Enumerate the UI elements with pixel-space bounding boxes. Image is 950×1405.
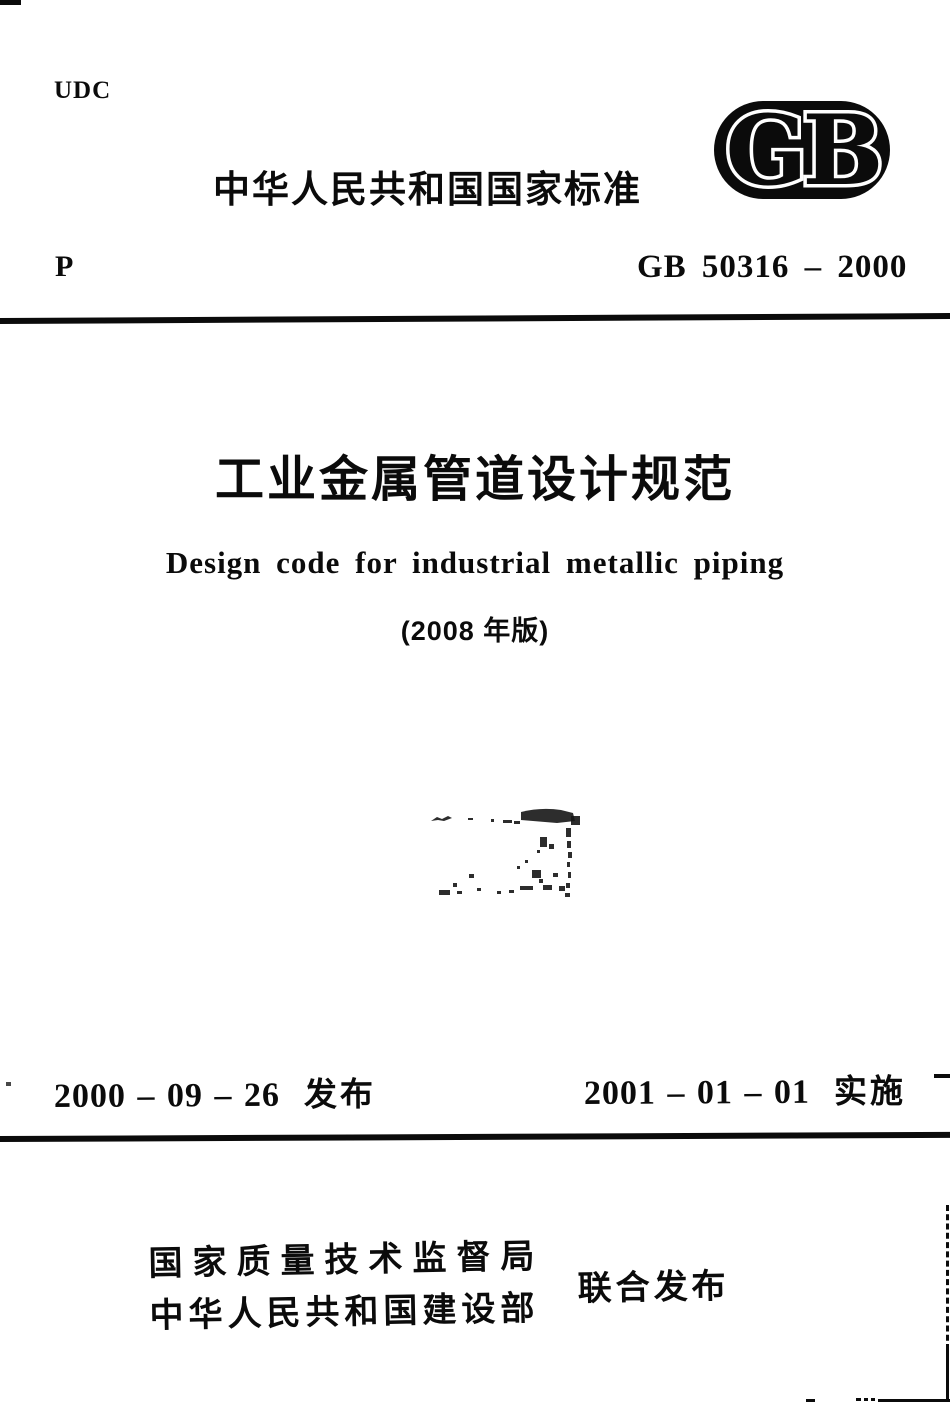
stamp-mark [431,808,580,897]
issue-label: 发布 [303,1075,376,1113]
classification-label: P [55,250,74,283]
effective-label: 实施 [833,1072,906,1110]
header-rule [0,313,950,324]
edition-label: (2008 年版) [400,616,550,646]
issue-date: 2000 – 09 – 26 [53,1076,280,1115]
udc-label: UDC [54,77,112,104]
scan-artifact-left-speck [6,1082,11,1086]
publisher-line-1: 国家质量技术监督局 [148,1237,545,1284]
scan-artifact-right-dashed-line [946,1205,949,1350]
scan-artifact-top-left [0,0,21,5]
footer-rule [0,1131,950,1142]
national-standard-heading: 中华人民共和国国家标准 [213,169,642,210]
scan-artifact-bottom-dash [856,1398,861,1401]
title-english: Design code for industrial metallic pipi… [165,545,785,580]
gb-logo-text: GB [725,97,878,203]
publisher-block: 国家质量技术监督局 中华人民共和国建设部 [148,1230,546,1342]
scan-artifact-right-line [946,1348,949,1402]
effective-date-row: 2001 – 01 – 01 实施 [584,1064,906,1114]
joint-publish-label: 联合发布 [577,1267,730,1309]
gb-logo-icon: GB [714,97,890,203]
scan-artifact-bottom-dash [871,1398,875,1401]
scan-artifact-right-tick [934,1074,950,1078]
title-chinese: 工业金属管道设计规范 [214,452,735,507]
scan-artifact-bottom-right-rule [878,1399,950,1402]
standard-number: GB 50316 – 2000 [637,249,908,285]
effective-date: 2001 – 01 – 01 [583,1073,810,1112]
issue-date-row: 2000 – 09 – 26 发布 [54,1067,376,1117]
publisher-line-2: 中华人民共和国建设部 [149,1289,540,1336]
scan-artifact-bottom-dash [864,1398,868,1401]
scan-artifact-bottom-dash [806,1399,815,1402]
